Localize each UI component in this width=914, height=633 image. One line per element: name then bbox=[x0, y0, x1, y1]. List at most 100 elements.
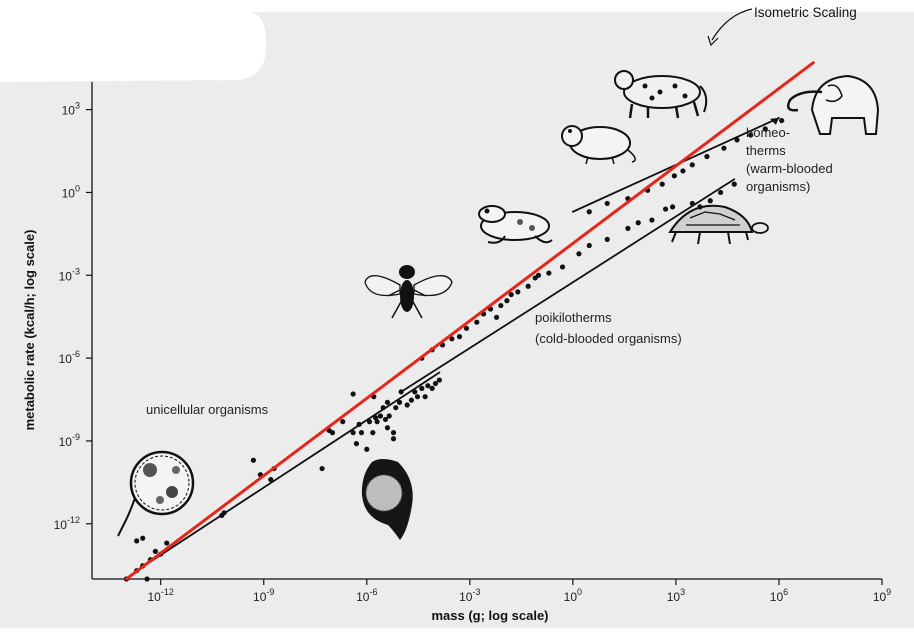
annotation-poikilotherms-line-1: poikilotherms bbox=[535, 310, 612, 325]
data-point bbox=[463, 325, 470, 331]
x-tick-base: 10 bbox=[459, 590, 473, 604]
data-point bbox=[525, 283, 531, 289]
data-point bbox=[404, 402, 410, 408]
annotation-poikilotherms-line-2: (cold-blooded organisms) bbox=[535, 331, 682, 346]
x-tick-base: 10 bbox=[356, 590, 370, 604]
data-point bbox=[669, 204, 676, 210]
data-point bbox=[390, 430, 397, 436]
x-tick-exponent: -9 bbox=[266, 587, 274, 597]
data-point bbox=[134, 538, 140, 544]
data-point bbox=[535, 272, 542, 278]
data-point bbox=[432, 380, 439, 387]
annotation-homeotherms: homeo- therms (warm-blooded organisms) bbox=[746, 125, 836, 194]
data-point bbox=[350, 391, 356, 397]
data-point bbox=[396, 399, 403, 405]
data-point bbox=[268, 476, 274, 483]
data-point bbox=[429, 385, 435, 391]
data-point bbox=[515, 289, 521, 295]
annotation-poikilotherms: poikilotherms (cold-blooded organisms) bbox=[535, 310, 682, 346]
x-tick-exponent: 3 bbox=[680, 587, 685, 597]
data-point bbox=[384, 399, 391, 405]
data-point bbox=[329, 430, 336, 436]
data-point bbox=[386, 413, 392, 419]
data-point bbox=[390, 436, 397, 442]
annotation-homeotherms-line-1: homeo- bbox=[746, 125, 790, 140]
data-point bbox=[449, 336, 455, 342]
data-point bbox=[164, 540, 170, 546]
data-point bbox=[707, 198, 713, 204]
x-tick-exponent: 6 bbox=[783, 587, 788, 597]
data-point bbox=[721, 145, 727, 151]
y-tick-base: 10 bbox=[62, 104, 76, 118]
x-tick-exponent: -6 bbox=[369, 587, 377, 597]
x-tick-label: 100 bbox=[564, 587, 582, 604]
x-tick-label: 106 bbox=[770, 587, 788, 604]
data-point bbox=[422, 394, 428, 400]
trend-lines-group bbox=[124, 61, 815, 581]
x-tick-label: 10-3 bbox=[459, 587, 480, 604]
x-tick-exponent: 0 bbox=[577, 587, 582, 597]
x-tick-base: 10 bbox=[253, 590, 267, 604]
data-point bbox=[586, 209, 592, 215]
data-point bbox=[340, 419, 346, 425]
y-tick-label: 10-12 bbox=[54, 515, 80, 532]
isometric-scaling-arrowhead bbox=[707, 35, 719, 47]
y-tick-base: 10 bbox=[54, 518, 68, 532]
leopard-illustration bbox=[614, 70, 708, 119]
plot-paper-background bbox=[0, 12, 914, 628]
data-point bbox=[604, 200, 610, 207]
y-tick-exponent: -3 bbox=[72, 266, 80, 276]
y-tick-exponent: 3 bbox=[75, 101, 80, 111]
fly-illustration bbox=[364, 265, 453, 319]
data-point bbox=[498, 302, 504, 309]
data-point bbox=[372, 415, 379, 421]
y-tick-base: 10 bbox=[59, 352, 73, 366]
data-point bbox=[364, 446, 370, 452]
data-point bbox=[374, 419, 380, 425]
mouse-illustration bbox=[561, 125, 636, 165]
x-tick-base: 10 bbox=[667, 590, 681, 604]
data-point bbox=[704, 153, 710, 160]
data-point bbox=[748, 132, 754, 138]
data-point bbox=[635, 220, 641, 226]
y-tick-label: 103 bbox=[62, 101, 80, 118]
data-point bbox=[456, 334, 463, 340]
data-point bbox=[419, 385, 425, 391]
x-tick-label: 109 bbox=[873, 587, 891, 604]
x-tick-base: 10 bbox=[564, 590, 578, 604]
annotation-homeotherms-line-3: (warm-blooded bbox=[746, 161, 833, 176]
y-tick-exponent: 0 bbox=[75, 183, 80, 193]
annotation-homeotherms-line-2: therms bbox=[746, 143, 786, 158]
tortoise-illustration bbox=[668, 204, 769, 245]
y-tick-label: 10-3 bbox=[59, 266, 80, 283]
y-tick-exponent: -12 bbox=[67, 515, 80, 525]
x-tick-base: 10 bbox=[873, 590, 887, 604]
data-point bbox=[144, 576, 150, 582]
x-tick-exponent: -12 bbox=[161, 587, 174, 597]
data-point bbox=[370, 430, 376, 436]
data-point bbox=[662, 206, 669, 212]
data-point bbox=[414, 394, 421, 400]
data-point bbox=[384, 425, 391, 431]
data-point bbox=[353, 441, 360, 447]
annotation-homeotherms-line-4: organisms) bbox=[746, 179, 810, 194]
data-point bbox=[718, 189, 724, 196]
regression-line-1 bbox=[135, 371, 441, 572]
data-point bbox=[350, 430, 356, 436]
x-tick-label: 103 bbox=[667, 587, 685, 604]
data-point bbox=[382, 416, 389, 423]
x-axis-title: mass (g; log scale) bbox=[431, 608, 548, 623]
y-tick-base: 10 bbox=[62, 186, 76, 200]
isometric-scaling-label: Isometric Scaling bbox=[754, 5, 857, 20]
y-axis-title: metabolic rate (kcal/h; log scale) bbox=[22, 230, 37, 431]
elephant-illustration bbox=[787, 74, 880, 135]
x-tick-base: 10 bbox=[148, 590, 162, 604]
data-point bbox=[671, 173, 677, 179]
frog-illustration bbox=[478, 205, 553, 244]
data-point bbox=[366, 419, 373, 425]
data-point bbox=[140, 535, 146, 541]
data-point bbox=[731, 181, 737, 187]
